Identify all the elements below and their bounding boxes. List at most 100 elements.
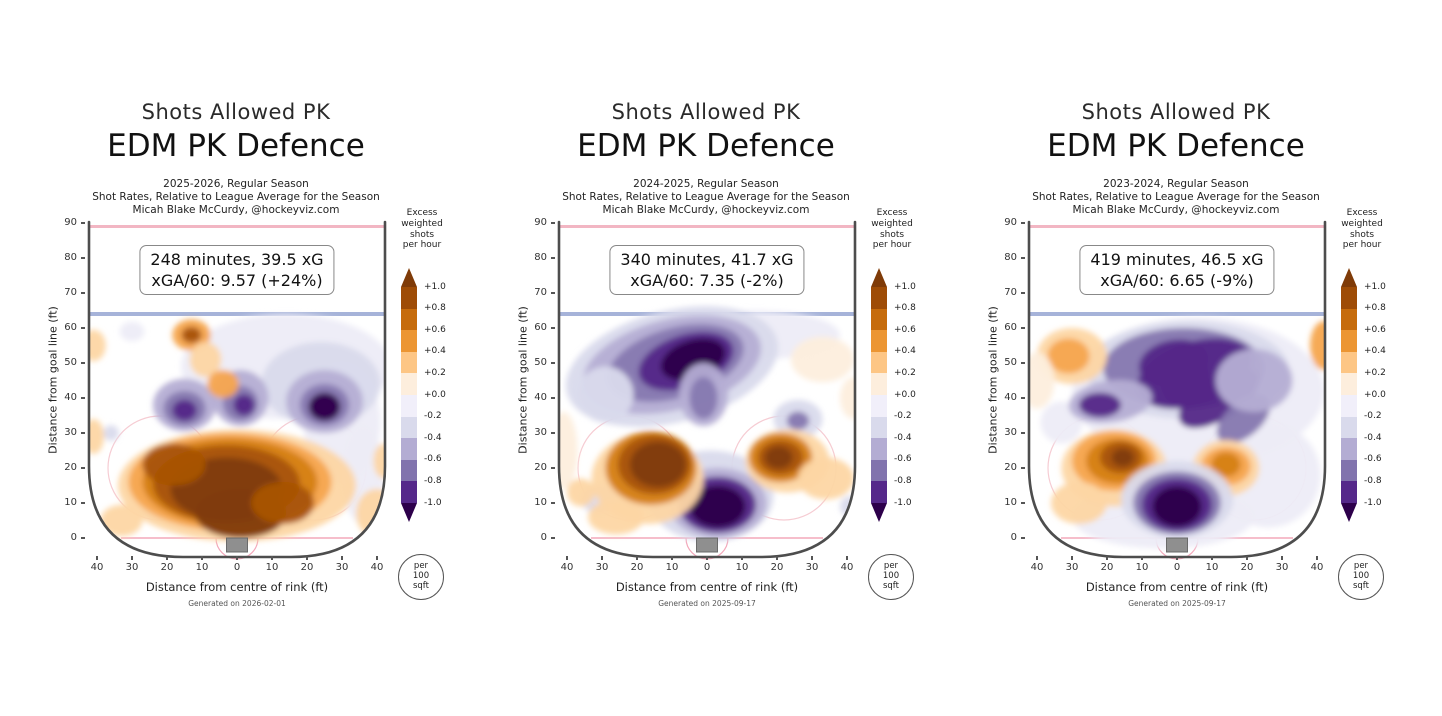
heatmap-blobs	[559, 306, 855, 542]
y-tick-label: 60	[1004, 322, 1017, 333]
x-tick-label: 20	[1100, 562, 1114, 573]
subtitle-label: Shot Rates, Relative to League Average f…	[562, 191, 850, 203]
subtitle-label: Shot Rates, Relative to League Average f…	[92, 191, 380, 203]
heat-blob	[630, 441, 686, 488]
y-tick-label: 20	[64, 462, 77, 473]
colorbar-tick-label: +0.6	[424, 324, 446, 335]
colorbar-segment	[871, 394, 887, 417]
colorbar-segment	[1341, 287, 1357, 309]
y-tick-label: 70	[64, 287, 77, 298]
heat-blob	[89, 419, 104, 454]
colorbar-tick-label: +0.6	[1364, 324, 1386, 335]
heat-blob	[1152, 486, 1202, 527]
y-tick-label: 20	[534, 462, 547, 473]
x-tick-mark	[671, 556, 673, 560]
colorbar-tick-label: +0.6	[894, 324, 916, 335]
x-tick-label: 30	[805, 562, 819, 573]
y-tick-mark	[1021, 222, 1025, 224]
shot-heatmap	[1027, 220, 1327, 560]
colorbar-tick-label: -1.0	[424, 497, 442, 508]
x-tick-label: 0	[703, 562, 711, 573]
x-tick-mark	[1281, 556, 1283, 560]
colorbar-title: Excess weighted shots per hour	[1341, 208, 1383, 251]
credit-label: Micah Blake McCurdy, @hockeyviz.com	[1072, 204, 1280, 216]
heat-blob	[798, 457, 854, 500]
stats-line-1: 419 minutes, 46.5 xG	[1090, 250, 1264, 269]
colorbar-tick-label: +1.0	[424, 281, 446, 292]
colorbar-tick-label: +0.4	[424, 346, 446, 357]
heat-blob	[786, 411, 810, 430]
colorbar-tick-label: +0.8	[424, 303, 446, 314]
colorbar-tick-label: -0.4	[894, 432, 912, 443]
y-tick-mark	[1021, 467, 1025, 469]
y-tick-label: 10	[534, 497, 547, 508]
colorbar-tick-label: -0.4	[1364, 432, 1382, 443]
colorbar-tick-label: -0.8	[1364, 475, 1382, 486]
season-label: 2025-2026, Regular Season	[163, 178, 309, 190]
y-tick-label: 90	[1004, 217, 1017, 228]
generated-date: Generated on 2026-02-01	[188, 599, 286, 608]
y-tick-label: 90	[64, 217, 77, 228]
colorbar-segment	[1341, 394, 1357, 417]
x-tick-mark	[166, 556, 168, 560]
y-tick-label: 10	[64, 497, 77, 508]
colorbar-tick-label: -0.6	[424, 454, 442, 465]
stats-line-1: 340 minutes, 41.7 xG	[620, 250, 794, 269]
net	[1166, 537, 1188, 553]
per-100-sqft-badge: per 100 sqft	[868, 554, 914, 600]
heat-blob	[251, 482, 314, 524]
heat-blob	[103, 425, 119, 441]
y-tick-mark	[81, 502, 85, 504]
colorbar-title: Excess weighted shots per hour	[401, 208, 443, 251]
colorbar-segment	[401, 459, 417, 482]
stats-box: 419 minutes, 46.5 xG xGA/60: 6.65 (-9%)	[1079, 245, 1275, 296]
y-tick-label: 30	[1004, 427, 1017, 438]
panel-2023-2024: Shots Allowed PK EDM PK Defence 2023-202…	[941, 0, 1411, 716]
heat-blob	[1079, 392, 1121, 418]
x-tick-label: 20	[300, 562, 314, 573]
colorbar-segment	[871, 308, 887, 331]
heat-blob	[588, 499, 644, 535]
x-axis-label: Distance from centre of rink (ft)	[1085, 580, 1269, 594]
heat-blob	[559, 412, 578, 489]
y-tick-mark	[1021, 362, 1025, 364]
colorbar-segment	[1341, 481, 1357, 503]
x-tick-mark	[706, 556, 708, 560]
heat-blob	[1051, 482, 1107, 524]
colorbar-under-arrow	[1341, 503, 1357, 522]
y-tick-label: 50	[64, 357, 77, 368]
x-tick-mark	[376, 556, 378, 560]
y-tick-label: 50	[534, 357, 547, 368]
colorbar-segment	[401, 416, 417, 439]
x-tick-label: 20	[770, 562, 784, 573]
x-tick-label: 10	[1205, 562, 1219, 573]
y-tick-label: 40	[1004, 392, 1017, 403]
heat-blob	[689, 485, 746, 528]
colorbar-segment	[871, 416, 887, 439]
panel-title: EDM PK Defence	[107, 128, 365, 164]
colorbar-segment	[1341, 459, 1357, 482]
colorbar-segment	[1341, 308, 1357, 331]
colorbar-tick-label: +0.2	[894, 367, 916, 378]
colorbar-tick-label: -0.8	[894, 475, 912, 486]
x-tick-label: 30	[125, 562, 139, 573]
y-tick-mark	[1021, 327, 1025, 329]
colorbar-title: Excess weighted shots per hour	[871, 208, 913, 251]
colorbar-bar	[401, 287, 417, 503]
per-100-sqft-badge: per 100 sqft	[398, 554, 444, 600]
heat-blob	[100, 504, 143, 537]
x-tick-label: 40	[560, 562, 574, 573]
panel-suptitle: Shots Allowed PK	[611, 100, 801, 124]
heat-blob	[577, 366, 634, 423]
heat-blob	[119, 321, 145, 342]
y-tick-mark	[551, 222, 555, 224]
season-label: 2024-2025, Regular Season	[633, 178, 779, 190]
x-tick-label: 40	[1310, 562, 1324, 573]
heat-blob	[189, 342, 222, 377]
x-tick-label: 40	[90, 562, 104, 573]
colorbar: Excess weighted shots per hour +1.0 +0.8 +…	[401, 0, 461, 716]
heat-blob	[1111, 448, 1134, 467]
colorbar-bar	[1341, 287, 1357, 503]
panel-2024-2025: Shots Allowed PK EDM PK Defence 2024-202…	[471, 0, 941, 716]
x-axis-label: Distance from centre of rink (ft)	[145, 580, 329, 594]
